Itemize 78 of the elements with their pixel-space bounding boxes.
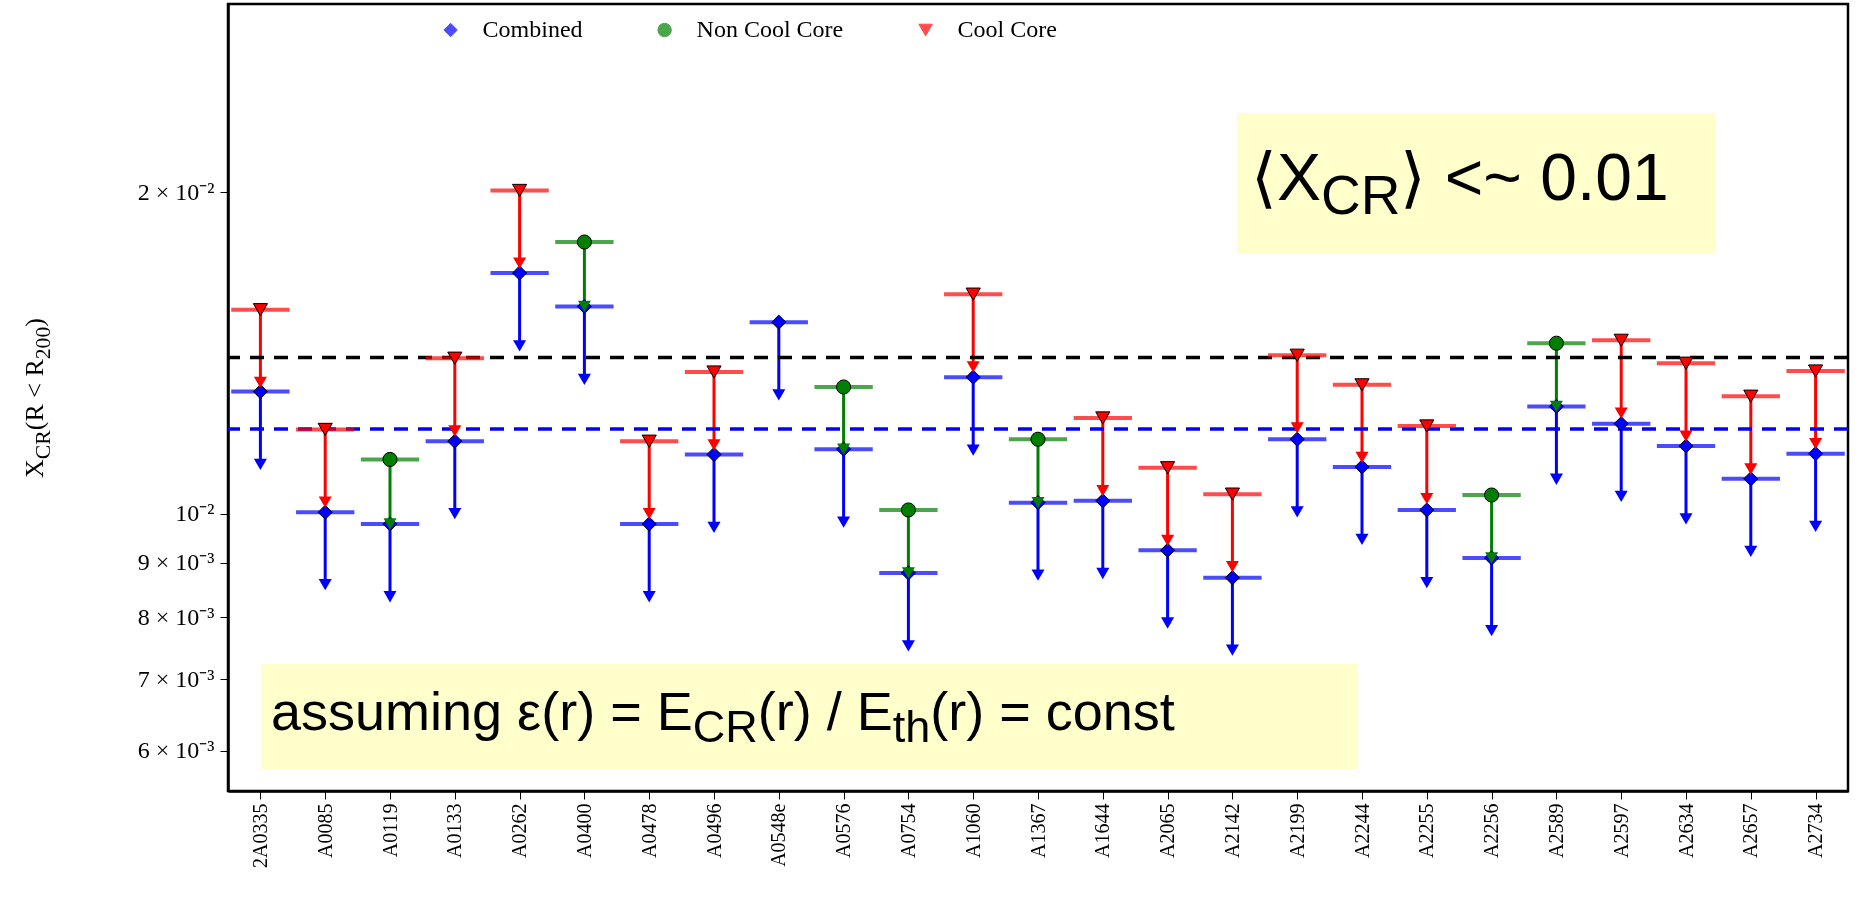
point: [1160, 542, 1176, 558]
point: [1484, 487, 1500, 503]
x-tick-label: A0496: [702, 803, 725, 858]
point: [641, 434, 657, 448]
point: [900, 502, 916, 518]
point: [1548, 335, 1564, 351]
point: [1808, 364, 1824, 378]
x-tick-label: A0119: [378, 803, 401, 858]
y-tick-label: 7 × 10⁻³: [137, 665, 215, 692]
point: [317, 504, 333, 520]
x-tick-label: A0754: [896, 803, 919, 858]
x-tick-label: A2657: [1739, 803, 1762, 858]
point: [447, 433, 463, 449]
annotation: ⟨X$_{CR}$⟩ <~ 0.01: [1251, 139, 1669, 227]
point: [1613, 416, 1629, 432]
y-tick-label: 8 × 10⁻³: [137, 603, 215, 630]
x-tick-label: A2244: [1350, 803, 1373, 858]
x-tick-label: 2A0335: [248, 803, 271, 868]
point: [965, 369, 981, 385]
point: [706, 365, 722, 379]
x-tick-label: A2199: [1285, 803, 1308, 858]
point: [382, 451, 398, 467]
x-tick-label: A0133: [443, 803, 466, 858]
x-tick-label: A2256: [1480, 803, 1503, 858]
point: [1613, 333, 1629, 347]
point: [1289, 348, 1305, 362]
point: [1289, 431, 1305, 447]
point: [771, 314, 787, 330]
point: [1678, 356, 1694, 370]
point: [1224, 487, 1240, 501]
point: [1808, 446, 1824, 462]
point: [836, 379, 852, 395]
point: [965, 287, 981, 301]
point: [576, 234, 592, 250]
point: [512, 265, 528, 281]
point: [1354, 459, 1370, 475]
x-tick-label: A1367: [1026, 803, 1049, 858]
point: [1743, 389, 1759, 403]
point: [252, 384, 268, 400]
x-tick-label: A0548e: [767, 803, 790, 867]
annotation: assuming ε(r) = E$_{CR}$(r) / E$_{th}$(r) = const: [271, 681, 1175, 752]
x-tick-label: A2634: [1674, 803, 1697, 858]
point: [1419, 502, 1435, 518]
x-tick-label: A2734: [1804, 803, 1827, 858]
x-tick-label: A2065: [1156, 803, 1179, 858]
x-tick-label: A0085: [313, 803, 336, 858]
x-tick-label: A0400: [572, 803, 595, 858]
x-tick-label: A2255: [1415, 803, 1438, 858]
x-tick-label: A0478: [637, 803, 660, 858]
x-tick-label: A0576: [832, 803, 855, 858]
point: [317, 422, 333, 437]
point: [1224, 570, 1240, 586]
x-tick-label: A0262: [508, 803, 531, 858]
y-tick-label: 6 × 10⁻³: [137, 737, 215, 764]
x-tick-label: A2142: [1220, 803, 1243, 858]
point: [447, 351, 463, 365]
x-tick-label: A2597: [1609, 803, 1632, 858]
y-tick-label: 2 × 10⁻²: [137, 178, 215, 205]
point: [512, 183, 528, 198]
point: [1743, 471, 1759, 487]
x-tick-label: A2589: [1544, 803, 1567, 858]
x-tick-label: A1644: [1091, 803, 1114, 858]
legend-label: Cool Core: [957, 16, 1057, 42]
point: [252, 303, 268, 317]
x-tick-label: A1060: [961, 803, 984, 858]
point: [641, 516, 657, 532]
point: [706, 446, 722, 463]
point: [1095, 493, 1111, 509]
point: [1030, 431, 1046, 447]
point: [1160, 461, 1176, 475]
point: [1678, 438, 1694, 454]
point: [1095, 411, 1111, 425]
legend-label: Combined: [482, 16, 583, 42]
point: [1419, 419, 1435, 433]
legend-label: Non Cool Core: [696, 16, 844, 42]
y-tick-label: 9 × 10⁻³: [137, 549, 215, 576]
y-tick-label: 10⁻²: [175, 500, 215, 527]
point: [1354, 378, 1370, 392]
